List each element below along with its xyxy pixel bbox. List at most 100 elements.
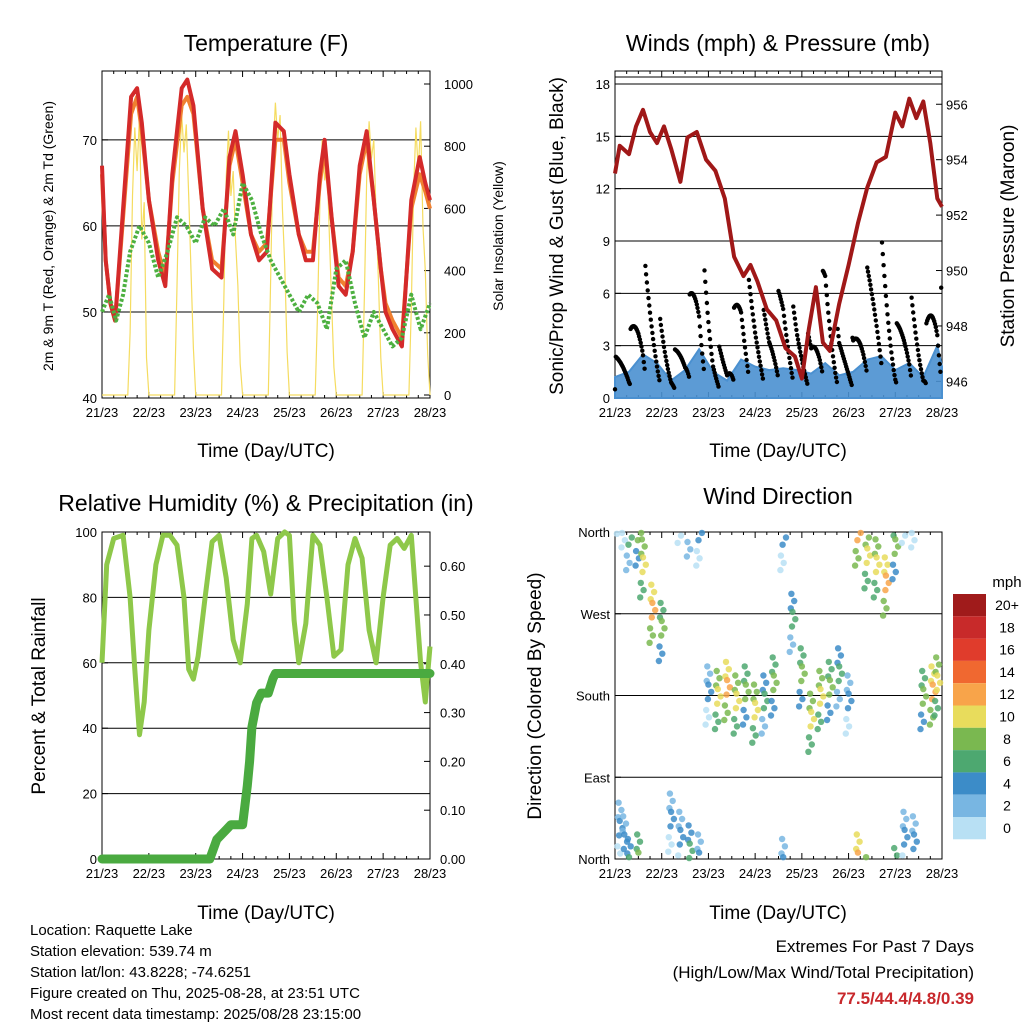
gust-point [833, 375, 839, 380]
x-tick-label: 22/23 [645, 866, 678, 881]
direction-point [837, 652, 845, 659]
direction-point [819, 675, 826, 682]
direction-point [742, 681, 749, 688]
gust-point [914, 336, 919, 341]
gust-point [889, 350, 894, 355]
direction-point [893, 852, 901, 859]
direction-point [861, 570, 869, 577]
winds-title: Winds (mph) & Pressure (mb) [626, 30, 930, 56]
gust-point [915, 347, 921, 353]
direction-point [853, 831, 860, 838]
gust-point [708, 344, 713, 349]
direction-point [732, 672, 739, 679]
y-tick-label: 6 [603, 286, 610, 301]
direction-point [618, 529, 626, 537]
direction-point [833, 703, 840, 710]
gust-point [672, 385, 677, 390]
gust-point [640, 353, 646, 358]
direction-point [670, 815, 678, 823]
direction-point [919, 667, 926, 675]
x-tick-label: 28/23 [926, 866, 959, 881]
direction-point [854, 537, 861, 544]
gust-point [694, 302, 699, 307]
y-tick-label: 40 [83, 721, 97, 736]
gust-point [881, 263, 886, 268]
direction-point [845, 723, 853, 730]
gust-point [803, 375, 808, 380]
y-tick-label: 15 [596, 129, 610, 144]
gust-point [650, 336, 656, 342]
direction-point [758, 730, 765, 737]
gust-point [717, 344, 722, 349]
y2-tick-label: 0 [444, 388, 451, 403]
direction-point [910, 831, 918, 838]
gust-point [740, 324, 745, 330]
direction-point [744, 670, 751, 677]
legend-label: 10 [999, 709, 1015, 725]
gust-point [883, 283, 888, 289]
gust-point [871, 302, 876, 307]
gust-point [825, 301, 830, 307]
direction-point [750, 681, 758, 688]
y-tick-label: 20 [83, 787, 97, 802]
direction-point [908, 544, 915, 551]
gust-point [655, 369, 660, 374]
direction-point [815, 711, 822, 718]
humidity-ylabel: Percent & Total Rainfall [29, 597, 50, 794]
gust-point [701, 366, 706, 372]
direction-point [768, 697, 775, 705]
y2-tick-label: 0.30 [440, 706, 465, 721]
direction-point [847, 679, 854, 686]
gust-point [651, 342, 657, 348]
direction-point [856, 838, 863, 845]
gust-point [904, 350, 910, 356]
x-tick-label: 28/23 [414, 866, 447, 881]
gust-point [755, 345, 760, 350]
gust-point [780, 303, 785, 308]
gust-point [627, 381, 632, 387]
direction-point [754, 706, 762, 714]
gust-point [920, 374, 925, 380]
legend-label: 18 [999, 619, 1015, 635]
gust-point [696, 314, 702, 319]
temp-2m-line [100, 77, 432, 349]
direction-point [626, 559, 633, 567]
direction-point [669, 797, 676, 805]
gust-point [861, 352, 866, 357]
direction-point [678, 815, 686, 823]
direction-point [693, 562, 700, 569]
x-tick-label: 22/23 [133, 405, 166, 420]
direction-point [870, 594, 877, 601]
y-tick-label: 80 [83, 590, 97, 605]
gust-point [890, 356, 895, 361]
speed-legend: 20+ 18 16 14 12 10 8 6 4 2 0 [953, 594, 1019, 840]
gust-point [864, 368, 869, 373]
direction-point [920, 685, 927, 693]
gust-point [923, 380, 928, 386]
gust-point [663, 354, 668, 359]
direction-point [620, 845, 627, 853]
gust-point [836, 334, 841, 339]
gust-point [834, 379, 840, 385]
gust-point [704, 300, 710, 306]
recent-text: Most recent data timestamp: 2025/08/28 2… [30, 1006, 362, 1023]
direction-point [808, 708, 815, 716]
gust-point [791, 310, 797, 315]
direction-point [697, 838, 704, 845]
direction-title: Wind Direction [703, 483, 853, 509]
direction-point [628, 534, 635, 541]
gust-point [939, 285, 944, 290]
direction-point [828, 666, 835, 673]
gust-point [830, 354, 836, 359]
gust-point [788, 366, 794, 371]
y2-tick-label: 600 [444, 201, 466, 216]
y2-tick-label: 1000 [444, 77, 473, 92]
direction-point [845, 690, 852, 697]
gust-point [823, 273, 828, 279]
gust-point [861, 355, 867, 361]
direction-point [770, 672, 777, 679]
direction-point [658, 632, 665, 639]
direction-point [666, 790, 674, 797]
direction-point [891, 844, 898, 852]
direction-point [733, 723, 741, 730]
